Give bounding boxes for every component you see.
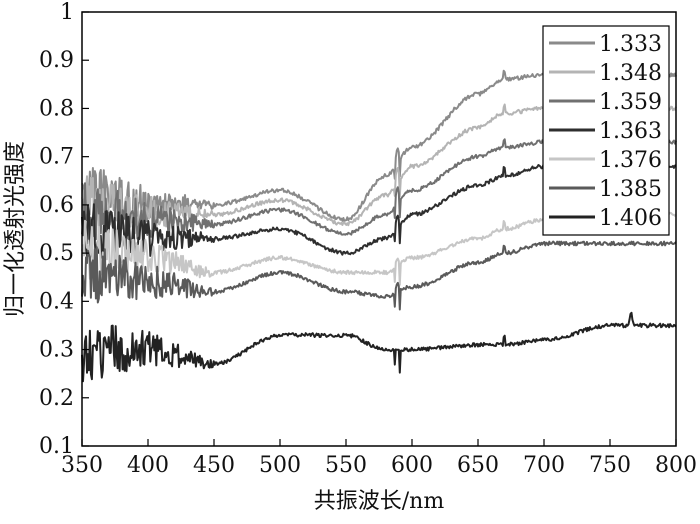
series-line-1-406 (81, 311, 677, 383)
x-axis-ticks: 350 400 450 500 550 600 650 700 750 800 (61, 439, 697, 478)
y-tick-label: 0.7 (39, 145, 74, 170)
legend-label: 1.348 (599, 61, 662, 86)
legend: 1.333 1.348 1.359 1.363 1.376 1.385 1.406 (542, 25, 670, 236)
x-tick-label: 800 (655, 453, 697, 478)
x-tick-label: 350 (61, 453, 103, 478)
y-tick-label: 0.2 (39, 386, 74, 411)
legend-label: 1.385 (599, 177, 662, 202)
x-tick-label: 500 (259, 453, 301, 478)
legend-label: 1.406 (599, 206, 662, 231)
x-tick-label: 700 (523, 453, 565, 478)
y-axis-title: 归一化透射光强度 (3, 141, 28, 317)
x-tick-label: 550 (325, 453, 367, 478)
y-tick-label: 0.8 (39, 96, 74, 121)
legend-label: 1.363 (599, 119, 662, 144)
x-tick-label: 450 (193, 453, 235, 478)
plot-lines (81, 69, 677, 383)
legend-label: 1.359 (599, 90, 662, 115)
legend-label: 1.333 (599, 32, 662, 57)
y-axis-ticks: 0.1 0.2 0.3 0.4 0.5 0.6 0.7 0.8 0.9 1 (39, 0, 89, 459)
series-line-1-385 (81, 240, 677, 311)
y-tick-label: 0.6 (39, 193, 74, 218)
y-tick-label: 0.4 (39, 289, 74, 314)
y-tick-label: 0.9 (39, 48, 74, 73)
y-tick-label: 0.5 (39, 241, 74, 266)
y-tick-label: 0.3 (39, 338, 74, 363)
x-tick-label: 400 (127, 453, 169, 478)
y-tick-label: 1 (60, 0, 74, 25)
plot-frame (81, 11, 677, 447)
x-tick-label: 650 (457, 453, 499, 478)
y-tick-label: 0.1 (39, 434, 74, 459)
x-axis-title: 共振波长/nm (314, 489, 445, 514)
legend-label: 1.376 (599, 148, 662, 173)
x-tick-label: 750 (589, 453, 631, 478)
x-tick-label: 600 (391, 453, 433, 478)
